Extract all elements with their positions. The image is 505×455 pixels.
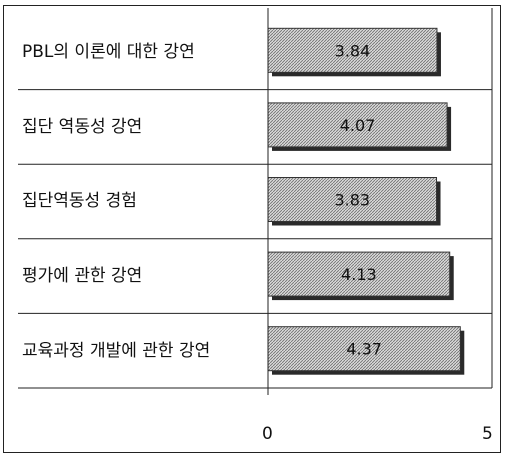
chart-border <box>3 5 501 453</box>
data-label: 4.13 <box>341 265 377 284</box>
bar <box>267 177 438 222</box>
bar <box>267 326 461 372</box>
bar <box>267 251 451 297</box>
category-label: PBL의 이론에 대한 강연 <box>22 42 195 63</box>
category-label: 집단역동성 경험 <box>22 191 137 212</box>
data-label: 3.83 <box>334 191 370 210</box>
bar <box>267 102 448 148</box>
category-label: 평가에 관한 강연 <box>22 266 143 287</box>
category-label: 집단 역동성 강연 <box>22 116 143 137</box>
category-label: 교육과정 개발에 관한 강연 <box>22 340 211 361</box>
data-label: 4.07 <box>340 116 376 135</box>
data-label: 3.84 <box>335 41 371 60</box>
x-tick-label: 5 <box>482 424 493 444</box>
x-tick-label: 0 <box>262 424 273 444</box>
data-label: 4.37 <box>346 340 382 359</box>
